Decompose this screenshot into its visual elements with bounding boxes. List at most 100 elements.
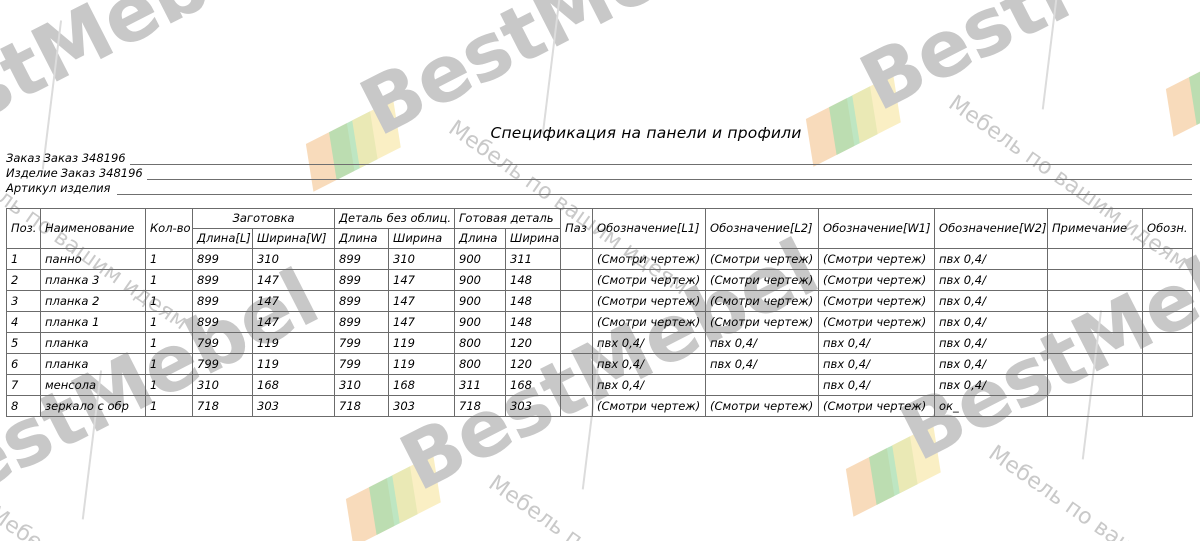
cell-desig-l1: пвх 0,4/ [592, 374, 707, 396]
cell-mark [1142, 353, 1194, 375]
cell-desig-w1: пвх 0,4/ [818, 353, 936, 375]
header-blank-width: Ширина[W] [251, 228, 336, 249]
cell-pos: 2 [6, 269, 41, 291]
header-group-part-no-edge: Деталь без облиц. [334, 208, 456, 229]
meta-label-order: Заказ [6, 151, 41, 165]
cell-desig-l1: (Смотри чертеж) [592, 311, 707, 333]
cell-pos: 8 [6, 395, 41, 417]
table-row: 5 планка 1 799 119 799 119 800 120 пвх 0,4/пвх 0,… [6, 332, 1194, 354]
header-desig-l1: Обозначение[L1] [592, 208, 707, 249]
cell-qty: 1 [145, 290, 193, 312]
header-pos: Поз. [6, 208, 41, 249]
cell-mark [1142, 332, 1194, 354]
meta-value-product: Заказ 348196 [60, 166, 143, 180]
cell-fin-width: 148 [505, 290, 562, 312]
table-header-row-2: Длина[L] Ширина[W] Длина Ширина Длина Ши… [7, 228, 1193, 249]
cell-desig-l2: (Смотри чертеж) [705, 395, 820, 417]
cell-desig-l1: пвх 0,4/ [592, 353, 707, 375]
cell-groove [560, 290, 594, 312]
cell-nep-length: 899 [334, 269, 390, 291]
header-fin-length: Длина [454, 228, 507, 249]
cell-qty: 1 [145, 353, 193, 375]
cell-desig-w1: (Смотри чертеж) [818, 248, 936, 270]
cell-fin-width: 120 [505, 353, 562, 375]
cell-fin-length: 900 [454, 269, 507, 291]
meta-row-product: Изделие Заказ 348196 [6, 165, 1192, 180]
cell-fin-width: 303 [505, 395, 562, 417]
cell-desig-l1: (Смотри чертеж) [592, 290, 707, 312]
cell-blank-width: 119 [251, 332, 336, 354]
cell-name: планка 1 [40, 311, 146, 333]
cell-blank-length: 799 [192, 332, 253, 354]
cell-blank-width: 303 [251, 395, 336, 417]
cell-desig-w2: пвх 0,4/ [934, 269, 1049, 291]
cell-nep-length: 310 [334, 374, 390, 396]
cell-name: планка [40, 353, 146, 375]
cell-nep-width: 119 [388, 353, 456, 375]
cell-name: планка [40, 332, 146, 354]
table-header-row-1: Поз. Наименование Кол-во Заготовка Детал… [6, 208, 1194, 249]
cell-desig-w2: пвх 0,4/ [934, 311, 1049, 333]
cell-desig-w1: пвх 0,4/ [818, 332, 936, 354]
cell-nep-width: 119 [388, 332, 456, 354]
cell-desig-w1: (Смотри чертеж) [818, 269, 936, 291]
cell-desig-l2 [705, 374, 820, 396]
cell-groove [560, 353, 594, 375]
cell-mark [1142, 248, 1194, 270]
cell-nep-width: 303 [388, 395, 456, 417]
meta-row-order: Заказ Заказ 348196 [6, 150, 1192, 165]
cell-fin-width: 148 [505, 311, 562, 333]
cell-qty: 1 [145, 248, 193, 270]
header-qty: Кол-во [145, 208, 193, 249]
cell-name: менсола [40, 374, 146, 396]
meta-label-product: Изделие [6, 166, 58, 180]
table-row: 4 планка 1 1 899 147 899 147 900 148 (Смотри черт… [6, 311, 1194, 333]
cell-note [1047, 248, 1144, 270]
cell-groove [560, 374, 594, 396]
cell-desig-w1: (Смотри чертеж) [818, 395, 936, 417]
cell-desig-w2: пвх 0,4/ [934, 353, 1049, 375]
cell-fin-length: 800 [454, 353, 507, 375]
cell-note [1047, 353, 1144, 375]
cell-qty: 1 [145, 311, 193, 333]
cell-desig-l1: (Смотри чертеж) [592, 269, 707, 291]
table-row: 2 планка 3 1 899 147 899 147 900 148 (Смотри черт… [6, 269, 1194, 291]
cell-fin-width: 168 [505, 374, 562, 396]
cell-nep-length: 799 [334, 353, 390, 375]
cell-groove [560, 311, 594, 333]
header-nep-length: Длина [334, 228, 390, 249]
specification-table: Поз. Наименование Кол-во Заготовка Детал… [6, 208, 1194, 417]
cell-desig-l2: (Смотри чертеж) [705, 269, 820, 291]
cell-nep-length: 899 [334, 248, 390, 270]
cell-desig-w2: ок_ [934, 395, 1049, 417]
cell-note [1047, 332, 1144, 354]
table-row: 6 планка 1 799 119 799 119 800 120 пвх 0,4/пвх 0,… [6, 353, 1194, 375]
cell-groove [560, 395, 594, 417]
cell-blank-width: 119 [251, 353, 336, 375]
cell-name: панно [40, 248, 146, 270]
header-groove: Паз [560, 208, 594, 249]
cell-name: планка 2 [40, 290, 146, 312]
cell-desig-l1: (Смотри чертеж) [592, 248, 707, 270]
cell-groove [560, 248, 594, 270]
cell-desig-l2: пвх 0,4/ [705, 332, 820, 354]
cell-blank-width: 310 [251, 248, 336, 270]
cell-blank-width: 147 [251, 311, 336, 333]
cell-desig-l2: (Смотри чертеж) [705, 311, 820, 333]
cell-pos: 1 [6, 248, 41, 270]
cell-fin-length: 900 [454, 248, 507, 270]
header-blank-length: Длина[L] [192, 228, 253, 249]
cell-fin-length: 900 [454, 290, 507, 312]
cell-blank-length: 899 [192, 290, 253, 312]
cell-blank-width: 168 [251, 374, 336, 396]
cell-desig-l2: (Смотри чертеж) [705, 290, 820, 312]
cell-nep-width: 147 [388, 290, 456, 312]
cell-blank-length: 899 [192, 248, 253, 270]
table-row: 8 зеркало с обр 1 718 303 718 303 718 303 (Смотри… [6, 395, 1194, 417]
cell-blank-length: 718 [192, 395, 253, 417]
page-title: Спецификация на панели и профили [0, 124, 1196, 142]
cell-desig-l1: пвх 0,4/ [592, 332, 707, 354]
cell-fin-length: 718 [454, 395, 507, 417]
cell-pos: 7 [6, 374, 41, 396]
